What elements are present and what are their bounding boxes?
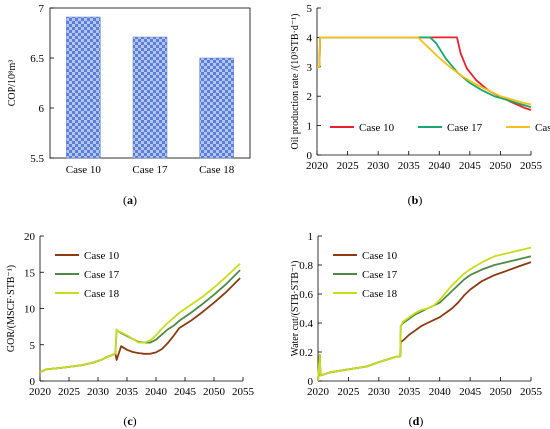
x-tick-label: 2025 <box>58 386 81 398</box>
legend-label: Case 10 <box>84 250 120 262</box>
y-tick-label: 5.5 <box>30 153 44 165</box>
x-tick-label: 2050 <box>489 160 512 172</box>
y-tick-label: 0.2 <box>299 347 313 359</box>
y-tick-label: 0.6 <box>299 289 313 301</box>
series-line-case-18 <box>317 246 532 382</box>
y-tick-label: 4 <box>307 32 313 44</box>
x-tick-label: 2055 <box>232 386 255 398</box>
legend-label: Case 18 <box>362 288 398 300</box>
y-tick-label: 0 <box>308 376 314 388</box>
y-axis-label: Oil production rate /(10³STB·d⁻¹) <box>290 14 301 150</box>
x-tick-label: 2030 <box>367 160 390 172</box>
y-tick-label: 3 <box>307 62 313 74</box>
y-tick-label: 6 <box>39 103 45 115</box>
y-tick-label: 2 <box>307 91 313 103</box>
x-tick-label: 2050 <box>490 386 513 398</box>
panel-label-d: (d) <box>409 414 424 428</box>
series-line-case-18 <box>39 262 241 374</box>
x-tick-label: 2040 <box>429 386 452 398</box>
y-axis-label: COP/10⁸m³ <box>7 60 18 107</box>
x-category-label: Case 18 <box>199 164 235 176</box>
panel-labels: (a) (b) (c) (d) <box>123 193 423 428</box>
x-category-label: Case 10 <box>66 164 102 176</box>
x-tick-label: 2025 <box>337 386 360 398</box>
x-tick-label: 2035 <box>116 386 139 398</box>
series-line-case-17 <box>317 36 532 108</box>
panel-label-a: (a) <box>123 193 137 207</box>
bar-case-18 <box>199 57 234 159</box>
y-tick-label: 5 <box>30 340 36 352</box>
y-tick-label: 1 <box>307 121 313 133</box>
x-tick-label: 2035 <box>398 386 421 398</box>
y-tick-label: 20 <box>24 231 36 243</box>
x-tick-label: 2025 <box>337 160 360 172</box>
panel-d-water-cut-chart: 0 0.2 0.4 0.6 0.8 1 2020 2025 2030 2035 2040 2045 20… <box>290 231 543 398</box>
x-tick-label: 2040 <box>145 386 168 398</box>
y-tick-label: 0 <box>30 376 36 388</box>
x-tick-label: 2020 <box>29 386 52 398</box>
legend-label: Case 18 <box>535 122 550 134</box>
x-tick-label: 2045 <box>459 160 482 172</box>
series-line-case-10 <box>317 36 532 111</box>
y-tick-label: 5 <box>307 3 313 15</box>
panel-a-cop-bar-chart: 5.5 6 6.5 7 Case 10 Case 17 Case 18 COP/10⁸m³ <box>7 3 251 176</box>
series-line-case-18 <box>317 36 532 106</box>
series-line-case-10 <box>317 261 532 382</box>
legend-label: Case 10 <box>362 250 398 262</box>
x-tick-label: 2035 <box>398 160 421 172</box>
y-tick-label: 0 <box>307 150 313 162</box>
bar-case-17 <box>132 36 168 159</box>
legend-label: Case 17 <box>447 122 483 134</box>
series-line-case-17 <box>317 255 532 382</box>
x-tick-label: 2045 <box>174 386 197 398</box>
y-axis-label: Water cut/(STB·STB⁻¹) <box>290 260 301 356</box>
panel-b-oil-rate-chart: 0 1 2 3 4 5 2020 2025 2030 2035 2040 2045 2050 2055 Oi… <box>290 3 550 172</box>
legend-label: Case 10 <box>359 122 395 134</box>
legend-label: Case 17 <box>84 269 120 281</box>
legend-label: Case 17 <box>362 269 398 281</box>
y-tick-label: 1 <box>308 231 314 243</box>
y-tick-label: 6.5 <box>30 53 44 65</box>
bar-case-10 <box>66 16 101 159</box>
x-tick-label: 2020 <box>307 386 330 398</box>
x-tick-label: 2045 <box>459 386 482 398</box>
x-tick-label: 2040 <box>428 160 451 172</box>
x-category-label: Case 17 <box>132 164 168 176</box>
y-tick-label: 15 <box>24 267 36 279</box>
x-tick-label: 2020 <box>306 160 329 172</box>
x-tick-label: 2030 <box>368 386 391 398</box>
x-tick-label: 2055 <box>520 160 543 172</box>
y-tick-label: 0.8 <box>299 260 313 272</box>
y-axis-label: GOR/(MSCF·STB⁻¹) <box>6 265 17 352</box>
x-tick-label: 2030 <box>87 386 110 398</box>
x-tick-label: 2055 <box>520 386 543 398</box>
panel-label-c: (c) <box>123 414 136 428</box>
y-tick-label: 7 <box>39 3 45 15</box>
x-tick-label: 2050 <box>203 386 226 398</box>
series-line-case-17 <box>39 269 241 374</box>
legend-label: Case 18 <box>84 288 120 300</box>
y-tick-label: 10 <box>24 304 36 316</box>
panel-label-b: (b) <box>408 193 423 207</box>
y-tick-label: 0.4 <box>299 318 313 330</box>
